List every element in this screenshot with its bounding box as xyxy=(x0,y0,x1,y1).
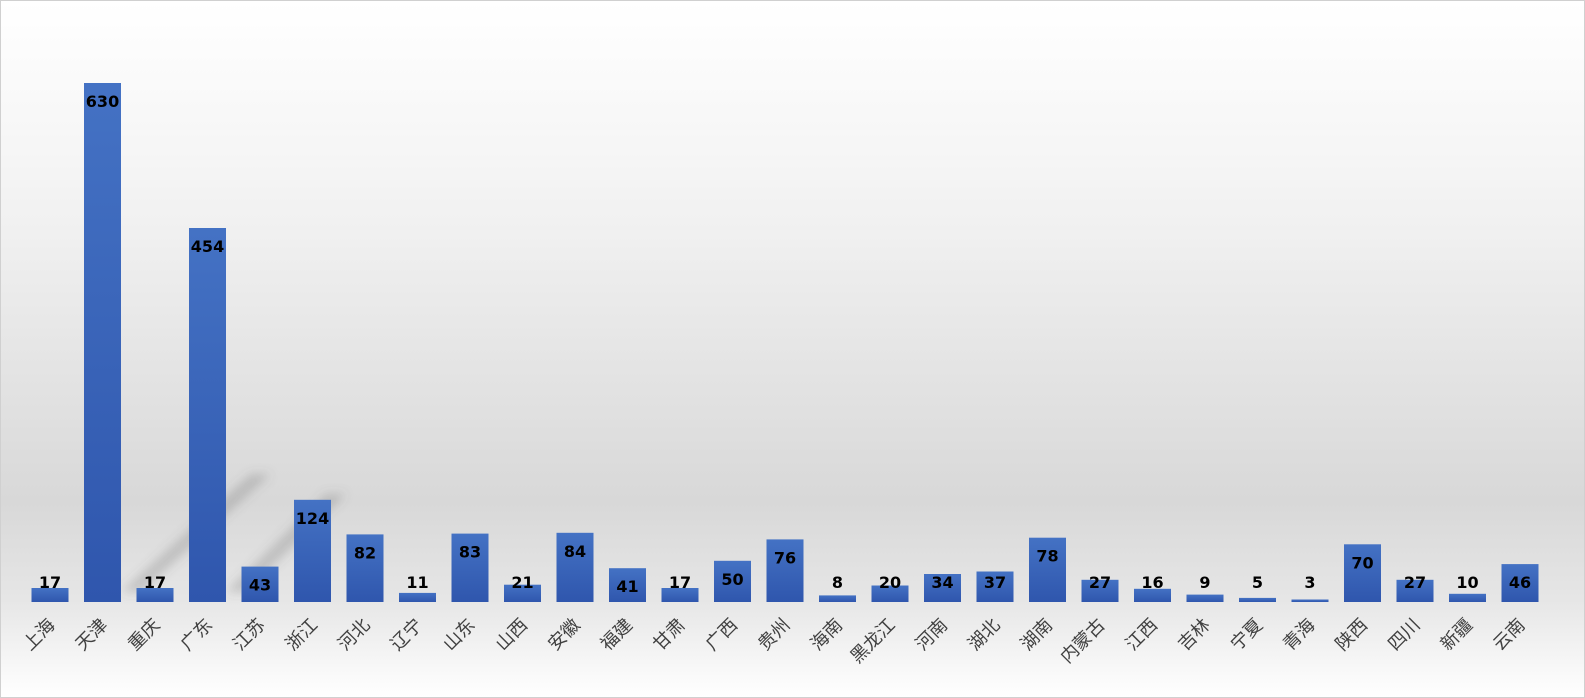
bar-25 xyxy=(1344,544,1381,602)
bar-1 xyxy=(84,83,121,602)
x-tick-label: 吉林 xyxy=(1174,615,1214,655)
x-tick-label: 浙江 xyxy=(282,615,322,655)
bar-26 xyxy=(1396,579,1434,602)
bar-10 xyxy=(556,532,594,602)
data-label: 41 xyxy=(616,577,638,596)
x-tick-label: 重庆 xyxy=(124,615,164,655)
data-label: 27 xyxy=(1089,573,1111,592)
bar-8 xyxy=(451,533,489,602)
data-label: 5 xyxy=(1252,573,1263,592)
data-label: 17 xyxy=(669,573,691,592)
x-tick-label: 河南 xyxy=(912,615,952,655)
data-label: 34 xyxy=(931,573,953,592)
x-axis-tick-labels: 上海 天津 重庆 广东 江苏 浙江 河北 辽宁 山东 山西 安徽 福建 甘肃 广西 贵州 海南 黑龙江 河南 湖北湖… xyxy=(19,615,1529,668)
x-tick-label: 甘肃 xyxy=(649,615,689,655)
bar-21 xyxy=(1134,588,1171,602)
x-tick-label: 海南 xyxy=(807,615,847,655)
x-tick-label: 陕西 xyxy=(1332,615,1372,655)
bar-27 xyxy=(1449,593,1486,602)
x-tick-label: 宁夏 xyxy=(1227,615,1267,655)
x-tick-label: 河北 xyxy=(334,615,374,655)
data-label: 10 xyxy=(1456,573,1478,592)
x-tick-label: 江西 xyxy=(1122,615,1162,655)
bar-5 xyxy=(294,499,331,602)
x-tick-label: 山西 xyxy=(492,615,532,655)
bar-18 xyxy=(976,571,1014,602)
data-label: 27 xyxy=(1404,573,1426,592)
x-tick-label: 湖南 xyxy=(1017,615,1057,655)
bars xyxy=(31,83,1539,602)
x-tick-label: 贵州 xyxy=(754,615,794,655)
data-label: 17 xyxy=(39,573,61,592)
bar-9 xyxy=(504,584,541,602)
x-tick-label: 天津 xyxy=(72,615,112,655)
data-label: 124 xyxy=(296,509,329,528)
bar-28 xyxy=(1501,564,1539,602)
x-tick-label: 云南 xyxy=(1489,615,1529,655)
bar-22 xyxy=(1186,594,1224,602)
data-label: 20 xyxy=(879,573,901,592)
x-tick-label: 广东 xyxy=(177,615,217,655)
data-label: 11 xyxy=(406,573,428,592)
data-label: 82 xyxy=(354,543,376,562)
x-tick-label: 山东 xyxy=(439,615,479,655)
bar-11 xyxy=(609,568,646,602)
x-tick-label: 四川 xyxy=(1384,615,1424,655)
data-label: 43 xyxy=(249,576,271,595)
x-tick-label: 新疆 xyxy=(1437,615,1477,655)
x-tick-label: 福建 xyxy=(597,615,637,655)
x-tick-label: 青海 xyxy=(1279,615,1319,655)
data-label: 16 xyxy=(1141,573,1163,592)
bar-2 xyxy=(136,588,174,602)
data-label: 630 xyxy=(86,92,119,111)
data-label: 76 xyxy=(774,548,796,567)
bar-19 xyxy=(1029,537,1066,602)
data-label: 50 xyxy=(721,570,743,589)
x-tick-label: 上海 xyxy=(19,615,59,655)
bar-14 xyxy=(766,539,804,602)
bar-24 xyxy=(1291,599,1329,602)
bar-12 xyxy=(661,588,699,602)
data-label: 78 xyxy=(1036,547,1058,566)
bar-17 xyxy=(924,574,961,602)
x-tick-label: 广西 xyxy=(702,615,742,655)
bar-7 xyxy=(399,592,436,602)
bar-4 xyxy=(241,566,279,602)
data-label: 9 xyxy=(1199,573,1210,592)
x-tick-label: 湖北 xyxy=(964,615,1004,655)
bar-20 xyxy=(1081,579,1119,602)
bar-6 xyxy=(346,534,384,602)
x-tick-label: 黑龙江 xyxy=(847,615,900,668)
data-label: 46 xyxy=(1509,573,1531,592)
x-tick-label: 江苏 xyxy=(229,615,269,655)
data-label: 84 xyxy=(564,542,586,561)
x-tick-label: 安徽 xyxy=(544,615,584,655)
data-label: 21 xyxy=(511,573,533,592)
bar-16 xyxy=(871,585,909,602)
data-label: 8 xyxy=(832,573,843,592)
bar-3 xyxy=(189,228,226,602)
data-label: 37 xyxy=(984,573,1006,592)
bar-13 xyxy=(714,560,751,602)
data-label: 70 xyxy=(1351,553,1373,572)
bar-15 xyxy=(819,595,856,602)
bar-0 xyxy=(31,588,69,602)
data-label: 3 xyxy=(1304,573,1315,592)
data-label: 17 xyxy=(144,573,166,592)
bar-23 xyxy=(1239,597,1276,602)
x-tick-label: 内蒙古 xyxy=(1057,615,1110,668)
data-label: 83 xyxy=(459,543,481,562)
x-tick-label: 辽宁 xyxy=(387,615,427,655)
data-label: 454 xyxy=(191,237,224,256)
